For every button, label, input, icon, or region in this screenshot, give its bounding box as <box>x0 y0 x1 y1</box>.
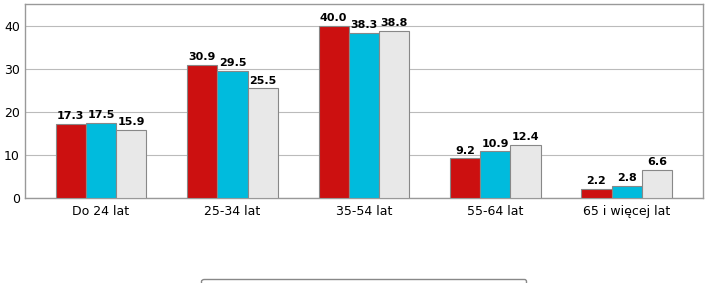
Bar <box>581 188 612 198</box>
Text: 29.5: 29.5 <box>218 58 246 68</box>
Bar <box>450 158 480 198</box>
Bar <box>319 26 349 198</box>
Text: 10.9: 10.9 <box>481 139 509 149</box>
Legend: Holendrzy, Kraje UE-14, Ogół badanych: Holendrzy, Kraje UE-14, Ogół badanych <box>201 279 527 283</box>
Bar <box>642 170 672 198</box>
Bar <box>86 123 116 198</box>
Text: 17.5: 17.5 <box>88 110 115 120</box>
Text: 17.3: 17.3 <box>57 111 85 121</box>
Bar <box>612 186 642 198</box>
Text: 38.3: 38.3 <box>350 20 378 31</box>
Text: 9.2: 9.2 <box>455 146 475 156</box>
Bar <box>116 130 146 198</box>
Text: 2.2: 2.2 <box>587 176 607 186</box>
Bar <box>187 65 217 198</box>
Text: 30.9: 30.9 <box>189 52 216 62</box>
Bar <box>510 145 541 198</box>
Bar <box>217 71 247 198</box>
Bar <box>247 88 278 198</box>
Text: 25.5: 25.5 <box>249 76 276 86</box>
Text: 12.4: 12.4 <box>512 132 539 142</box>
Text: 2.8: 2.8 <box>617 173 636 183</box>
Text: 6.6: 6.6 <box>647 157 667 167</box>
Bar <box>480 151 510 198</box>
Bar <box>56 124 86 198</box>
Text: 38.8: 38.8 <box>380 18 408 28</box>
Text: 15.9: 15.9 <box>117 117 145 127</box>
Bar <box>349 33 379 198</box>
Bar <box>379 31 409 198</box>
Text: 40.0: 40.0 <box>320 13 347 23</box>
